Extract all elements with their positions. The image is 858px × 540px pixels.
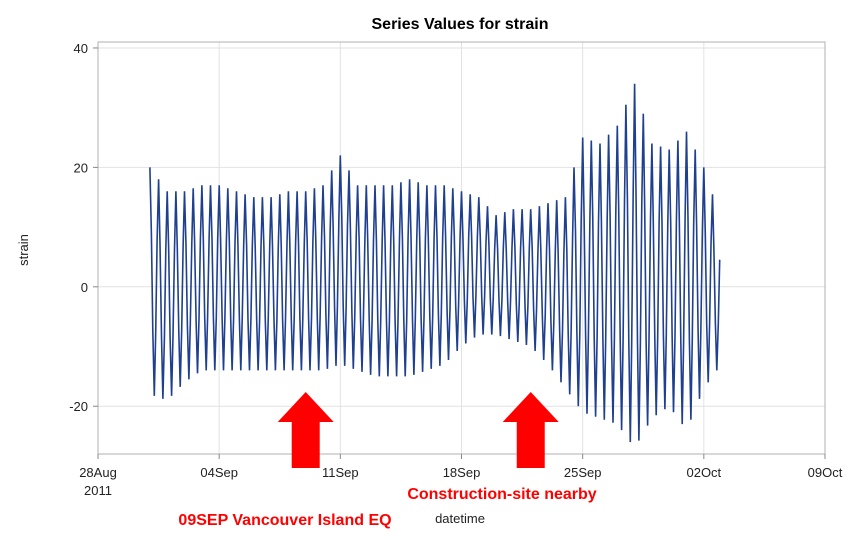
chart-title: Series Values for strain bbox=[372, 16, 549, 33]
series-line bbox=[149, 83, 721, 443]
x-tick-label: 18Sep bbox=[443, 465, 481, 480]
x-axis: 28Aug 2011 04Sep 11Sep 18Sep 25Sep 02Oct 09Oct bbox=[79, 454, 843, 498]
x-tick-label: 28Aug bbox=[79, 465, 117, 480]
x-axis-label: datetime bbox=[435, 511, 485, 526]
annotations: 09SEP Vancouver Island EQ Construction-si… bbox=[178, 392, 597, 529]
y-tick-label: -20 bbox=[69, 399, 88, 414]
y-tick-label: 0 bbox=[81, 280, 88, 295]
annotation-arrow bbox=[502, 392, 559, 468]
x-tick-label: 02Oct bbox=[686, 465, 721, 480]
annotation-label: Construction-site nearby bbox=[407, 486, 596, 503]
x-tick-label: 04Sep bbox=[200, 465, 238, 480]
grid-lines bbox=[97, 42, 826, 454]
series-strain bbox=[149, 83, 721, 443]
x-tick-sublabel: 2011 bbox=[84, 483, 112, 498]
y-tick-label: 20 bbox=[74, 160, 88, 175]
annotation-arrow bbox=[277, 392, 334, 468]
x-tick-label: 11Sep bbox=[322, 465, 359, 480]
annotation-label: 09SEP Vancouver Island EQ bbox=[178, 512, 391, 529]
y-tick-label: 40 bbox=[74, 41, 88, 56]
y-axis-label: strain bbox=[16, 234, 31, 266]
x-tick-label: 09Oct bbox=[808, 465, 843, 480]
x-tick-label: 25Sep bbox=[564, 465, 602, 480]
y-axis: 40 20 0 -20 bbox=[69, 41, 98, 414]
